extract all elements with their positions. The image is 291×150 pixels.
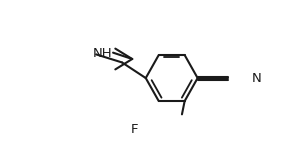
Text: N: N xyxy=(252,72,262,85)
Text: NH: NH xyxy=(93,47,113,60)
Text: F: F xyxy=(131,123,138,136)
